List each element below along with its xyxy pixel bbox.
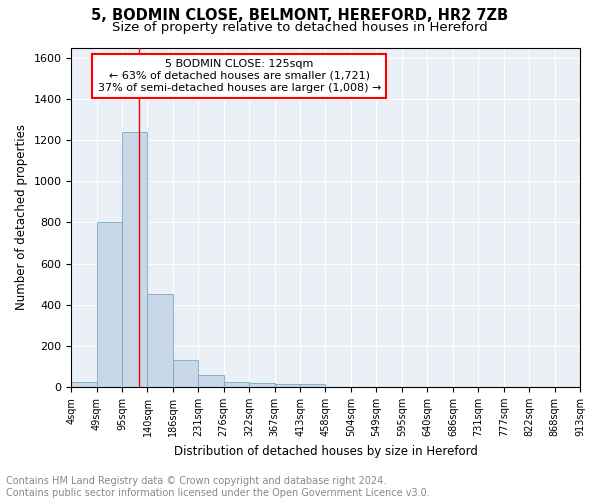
Text: 5 BODMIN CLOSE: 125sqm
← 63% of detached houses are smaller (1,721)
37% of semi-: 5 BODMIN CLOSE: 125sqm ← 63% of detached… xyxy=(98,60,381,92)
Bar xyxy=(275,384,299,387)
Bar xyxy=(97,222,122,387)
Y-axis label: Number of detached properties: Number of detached properties xyxy=(15,124,28,310)
Bar xyxy=(250,383,275,387)
Bar xyxy=(300,384,325,387)
Bar xyxy=(122,132,148,387)
Text: 5, BODMIN CLOSE, BELMONT, HEREFORD, HR2 7ZB: 5, BODMIN CLOSE, BELMONT, HEREFORD, HR2 … xyxy=(91,8,509,22)
Bar xyxy=(173,360,199,387)
Bar xyxy=(71,382,97,387)
Bar xyxy=(224,382,249,387)
Text: Size of property relative to detached houses in Hereford: Size of property relative to detached ho… xyxy=(112,21,488,34)
Bar xyxy=(148,294,173,387)
Text: Contains HM Land Registry data © Crown copyright and database right 2024.
Contai: Contains HM Land Registry data © Crown c… xyxy=(6,476,430,498)
X-axis label: Distribution of detached houses by size in Hereford: Distribution of detached houses by size … xyxy=(174,444,478,458)
Bar xyxy=(199,374,224,387)
